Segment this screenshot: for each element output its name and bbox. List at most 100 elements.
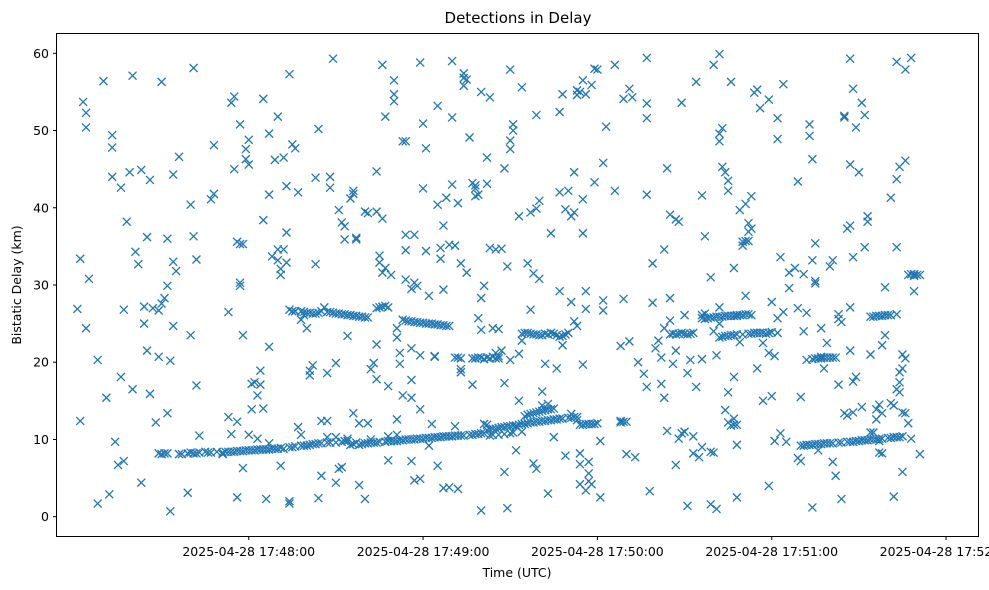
data-point-marker — [174, 449, 184, 459]
y-axis-label: Bistatic Delay (km) — [9, 225, 24, 344]
data-point-marker — [558, 340, 567, 350]
data-point-marker — [485, 431, 495, 441]
data-point-marker — [154, 352, 164, 362]
data-point-marker — [688, 328, 698, 338]
data-point-marker — [767, 327, 777, 337]
data-point-marker — [171, 266, 181, 276]
data-point-marker — [526, 305, 536, 315]
data-point-marker — [383, 381, 393, 391]
data-point-marker — [706, 499, 716, 509]
data-point-marker — [322, 368, 332, 378]
chart-title: Detections in Delay — [445, 9, 592, 27]
data-point-marker — [392, 333, 402, 342]
data-point-marker — [398, 390, 408, 400]
data-point-marker — [415, 58, 425, 68]
data-point-marker — [555, 107, 565, 117]
data-point-marker — [642, 53, 652, 63]
data-point-marker — [642, 382, 652, 392]
data-point-marker — [75, 254, 85, 264]
data-point-marker — [415, 404, 425, 414]
data-point-marker — [351, 233, 361, 243]
data-point-marker — [145, 175, 155, 185]
data-point-marker — [476, 87, 486, 97]
data-point-marker — [906, 53, 916, 63]
data-point-marker — [366, 364, 376, 374]
data-point-marker — [84, 274, 94, 284]
data-point-marker — [531, 204, 541, 214]
data-point-marker — [697, 354, 707, 364]
data-point-marker — [343, 331, 352, 341]
data-point-marker — [895, 377, 905, 387]
data-point-marker — [514, 396, 524, 406]
data-point-marker — [418, 184, 428, 193]
data-point-marker — [898, 363, 907, 373]
data-point-marker — [113, 460, 123, 470]
data-point-marker — [819, 363, 829, 373]
data-point-marker — [174, 152, 184, 162]
data-point-marker — [523, 258, 533, 268]
data-point-marker — [331, 358, 341, 368]
data-point-marker — [877, 448, 887, 458]
data-point-marker — [700, 231, 710, 241]
data-point-marker — [781, 437, 791, 447]
data-point-marker — [287, 306, 297, 316]
data-point-marker — [555, 187, 565, 197]
data-point-marker — [264, 342, 274, 352]
data-point-marker — [160, 293, 169, 303]
data-point-marker — [845, 346, 855, 356]
data-point-marker — [456, 364, 466, 374]
data-point-marker — [250, 377, 260, 387]
data-point-marker — [325, 172, 335, 182]
x-tick-label: 2025-04-28 17:52:00 — [880, 544, 989, 559]
data-point-marker — [433, 461, 443, 471]
data-point-marker — [462, 75, 472, 85]
data-point-marker — [770, 351, 780, 361]
data-point-marker — [151, 418, 161, 427]
data-point-marker — [569, 316, 579, 326]
data-point-marker — [662, 426, 672, 436]
data-point-marker — [505, 65, 515, 74]
data-point-marker — [648, 298, 658, 308]
data-point-marker — [226, 429, 236, 439]
data-point-marker — [848, 252, 858, 262]
data-point-marker — [424, 291, 434, 301]
data-point-marker — [494, 353, 504, 363]
data-point-marker — [517, 82, 527, 92]
data-point-marker — [874, 400, 884, 410]
data-point-marker — [409, 475, 419, 485]
data-point-marker — [807, 502, 817, 512]
data-point-marker — [834, 309, 844, 319]
data-point-marker — [351, 234, 361, 244]
data-point-marker — [78, 97, 88, 107]
data-point-marker — [810, 276, 820, 286]
data-point-marker — [183, 488, 193, 498]
data-point-marker — [470, 180, 480, 190]
data-point-marker — [139, 319, 149, 329]
data-point-marker — [311, 259, 321, 269]
data-point-marker — [319, 302, 329, 312]
data-point-marker — [99, 76, 108, 86]
data-point-marker — [845, 54, 855, 64]
data-point-marker — [898, 431, 907, 441]
data-point-marker — [473, 190, 483, 200]
data-point-marker — [857, 402, 867, 412]
data-point-marker — [595, 492, 605, 502]
data-point-marker — [444, 321, 454, 331]
data-point-marker — [142, 346, 152, 356]
data-point-marker — [874, 434, 884, 444]
data-point-marker — [775, 428, 785, 438]
data-point-marker — [116, 372, 126, 382]
data-point-marker — [665, 316, 675, 325]
data-point-marker — [732, 492, 742, 502]
data-point-marker — [569, 167, 579, 177]
data-point-marker — [110, 437, 120, 447]
data-point-marker — [712, 350, 721, 360]
data-point-marker — [595, 436, 605, 446]
data-point-marker — [328, 54, 338, 64]
data-point-marker — [499, 163, 509, 173]
data-point-marker — [662, 163, 672, 173]
data-point-marker — [659, 245, 669, 254]
data-point-marker — [537, 387, 547, 397]
data-point-marker — [697, 190, 707, 200]
data-point-marker — [380, 263, 390, 273]
